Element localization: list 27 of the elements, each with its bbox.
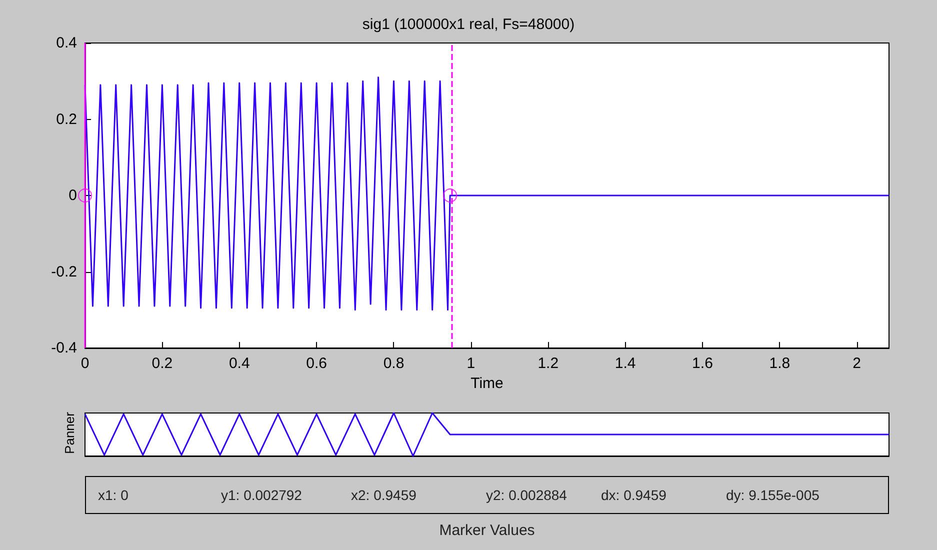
- x-tick-label: 0: [80, 355, 90, 372]
- text: y2: 0.002884: [486, 487, 567, 503]
- x-tick-label: 0.8: [383, 355, 404, 372]
- text: x2: 0.9459: [351, 487, 416, 503]
- x-tick-label: 1.8: [769, 355, 790, 372]
- y-tick-label: 0.4: [56, 34, 77, 52]
- y-tick-label: 0.2: [56, 110, 77, 128]
- x-tick-label: 2: [852, 355, 862, 372]
- x-tick-label: 0.6: [306, 355, 327, 372]
- text: dx: 0.9459: [601, 487, 666, 503]
- text: x1: 0: [98, 487, 128, 503]
- x-tick-label: 1.2: [538, 355, 559, 372]
- x-tick-label: 1.6: [692, 355, 713, 372]
- text: Marker Values: [438, 522, 536, 539]
- x-tick-label: 1.4: [614, 355, 636, 372]
- text: dy: 9.155e-005: [726, 487, 820, 503]
- line-series: [84, 76, 890, 311]
- x-tick-label: 1: [466, 355, 476, 372]
- x-tick-label: 0.4: [228, 355, 250, 372]
- y-tick-label: 0: [68, 187, 77, 204]
- y-axis-title: Panner: [62, 411, 77, 454]
- x-tick-label: 0.2: [152, 355, 173, 372]
- text: y1: 0.002792: [221, 487, 302, 503]
- x-axis-title: Time: [470, 374, 504, 392]
- y-tick-label: -0.2: [51, 263, 77, 280]
- y-tick-label: -0.4: [51, 340, 77, 356]
- chart-title: sig1 (100000x1 real, Fs=48000): [362, 16, 575, 33]
